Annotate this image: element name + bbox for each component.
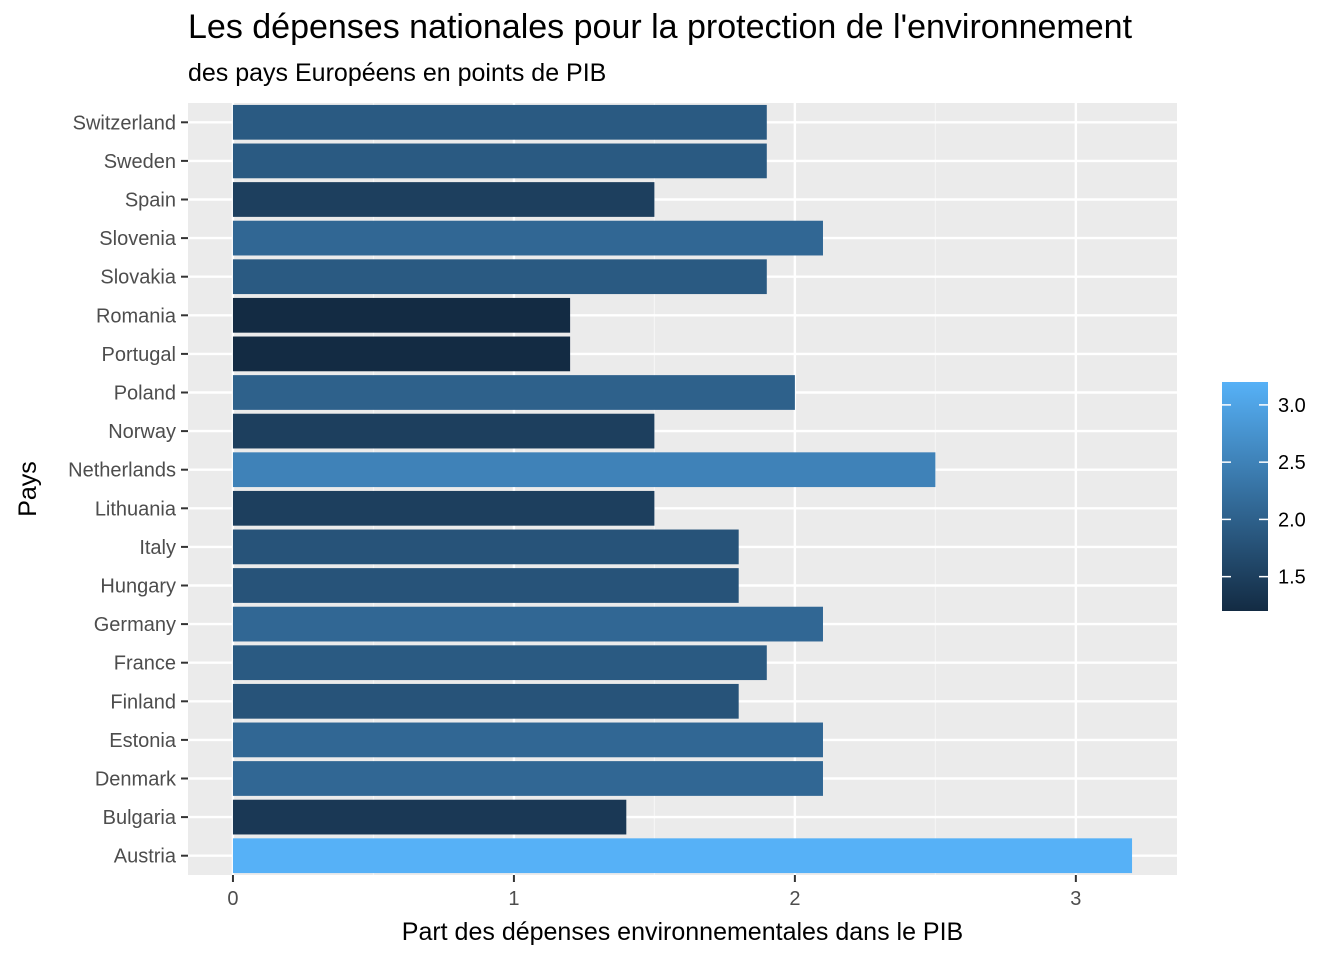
chart-subtitle: des pays Européens en points de PIB (188, 59, 607, 87)
bars (232, 104, 1133, 874)
color-legend: 1.5 2.0 2.5 3.0 (1222, 382, 1306, 611)
y-tick-label: Sweden (104, 151, 176, 173)
x-axis-title: Part des dépenses environnementales dans… (402, 918, 963, 946)
colorbar-label: 3.0 (1278, 395, 1306, 417)
colorbar-label: 1.5 (1278, 567, 1306, 589)
y-tick-label: Bulgaria (103, 807, 177, 829)
bar-poland (232, 375, 795, 410)
y-tick-label: Slovenia (99, 228, 177, 250)
y-tick-label: Romania (96, 305, 177, 327)
plot-panel (188, 103, 1177, 875)
x-axis: 0 1 2 3 (227, 875, 1081, 910)
x-tick-label: 2 (789, 888, 800, 910)
y-tick-label: Spain (125, 190, 176, 212)
y-tick-label: Estonia (109, 730, 177, 752)
bar-hungary (232, 568, 739, 603)
y-tick-label: Germany (94, 614, 176, 636)
colorbar (1222, 382, 1268, 611)
bar-romania (232, 297, 571, 333)
x-tick-label: 1 (508, 888, 519, 910)
bar-switzerland (232, 104, 767, 140)
bar-estonia (232, 722, 823, 758)
y-tick-label: Switzerland (73, 112, 176, 134)
bar-slovenia (232, 220, 823, 256)
y-tick-label: Netherlands (68, 460, 176, 482)
x-tick-label: 3 (1070, 888, 1081, 910)
bar-spain (232, 182, 655, 217)
y-tick-label: Italy (139, 537, 176, 559)
y-axis-title: Pays (14, 461, 42, 517)
y-axis: Austria Bulgaria Denmark Estonia Finland Fran… (68, 112, 188, 868)
colorbar-label: 2.0 (1278, 509, 1306, 531)
y-tick-label: Slovakia (100, 267, 176, 289)
bar-netherlands (232, 452, 936, 488)
bar-italy (232, 529, 739, 565)
bar-sweden (232, 143, 767, 179)
y-tick-label: France (114, 653, 176, 675)
colorbar-label: 2.5 (1278, 452, 1306, 474)
y-tick-label: Austria (114, 846, 177, 868)
y-tick-label: Norway (108, 421, 176, 443)
y-tick-label: Poland (114, 383, 176, 405)
bar-finland (232, 683, 739, 719)
bar-denmark (232, 761, 823, 796)
y-tick-label: Denmark (95, 769, 177, 791)
bar-lithuania (232, 490, 655, 526)
y-tick-label: Portugal (102, 344, 177, 366)
x-tick-label: 0 (227, 888, 238, 910)
y-tick-label: Finland (110, 691, 176, 713)
bar-bulgaria (232, 799, 627, 835)
bar-france (232, 645, 767, 681)
bar-portugal (232, 336, 571, 372)
bar-austria (232, 838, 1133, 874)
bar-norway (232, 413, 655, 449)
y-tick-label: Hungary (100, 576, 176, 598)
chart-title: Les dépenses nationales pour la protecti… (188, 8, 1133, 46)
bar-germany (232, 606, 823, 642)
y-tick-label: Lithuania (95, 498, 177, 520)
bar-slovakia (232, 259, 767, 295)
